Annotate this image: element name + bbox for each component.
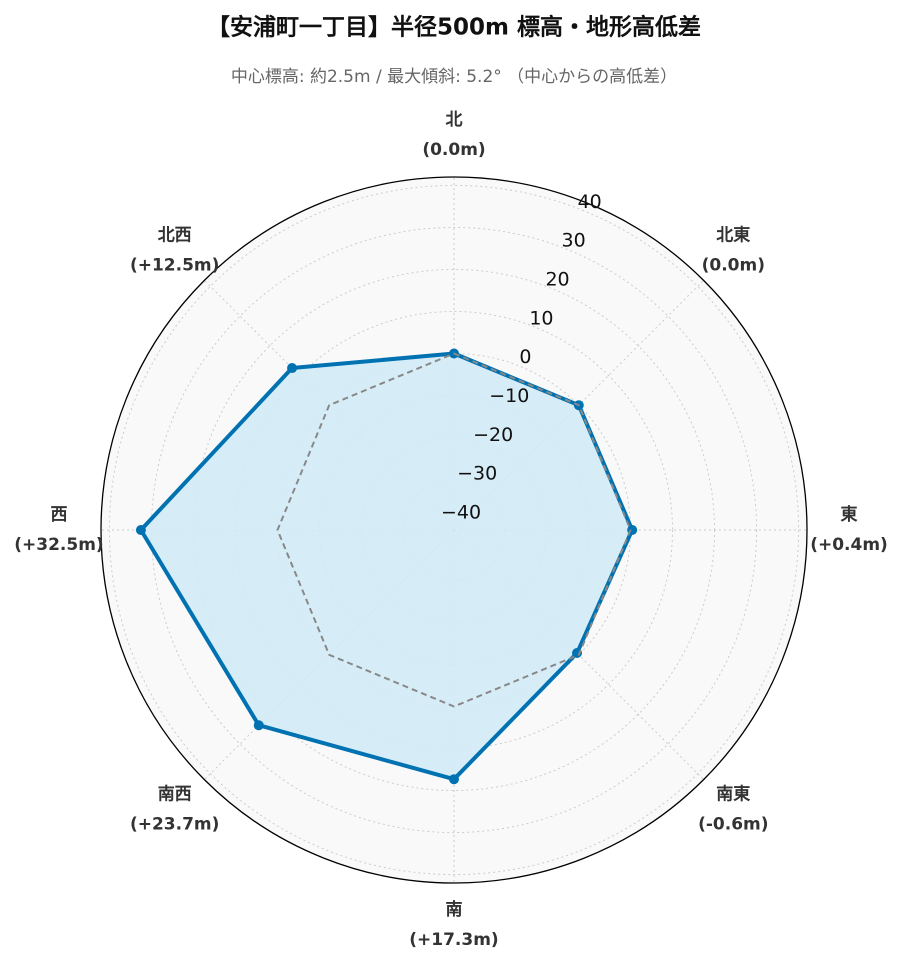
category-label: 南 [446,899,463,920]
category-label: 北東 [716,225,750,246]
point [135,525,146,535]
category-label: 南西 [158,783,192,804]
r-tick-label: −20 [473,424,513,446]
value-label: (+17.3m) [409,930,498,950]
category-label: 北西 [158,226,192,246]
category-label: 東 [841,504,858,525]
r-tick-label: 10 [529,307,553,329]
category-label: 西 [51,505,68,525]
value-label: (-0.6m) [698,814,768,834]
point [449,774,459,785]
category-label: 南東 [716,783,750,804]
r-tick-label: −40 [441,501,481,523]
outer-circle [100,176,808,884]
point [287,363,298,374]
value-label: (+0.4m) [810,535,888,555]
value-label: (0.0m) [702,256,765,276]
chart-subtitle: 中心標高: 約2.5m / 最大傾斜: 5.2° （中心からの高低差） [231,67,677,87]
area [140,353,633,780]
value-label: (+32.5m) [14,535,103,555]
chart-title: 【安浦町一丁目】半径500m 標高・地形高低差 [207,14,701,41]
value-label: (+12.5m) [130,256,219,276]
r-tick-label: 30 [562,230,586,252]
r-tick-label: −10 [489,385,529,407]
r-tick-label: 40 [578,191,602,213]
category-label: 北 [446,110,463,130]
point [253,720,264,731]
r-tick-label: −30 [457,463,497,485]
r-tick-label: 0 [519,346,531,368]
grid-circle [108,184,800,876]
value-label: (0.0m) [422,140,485,160]
r-tick-label: 20 [545,269,569,291]
value-label: (+23.7m) [130,814,219,834]
reference-line [276,352,632,708]
